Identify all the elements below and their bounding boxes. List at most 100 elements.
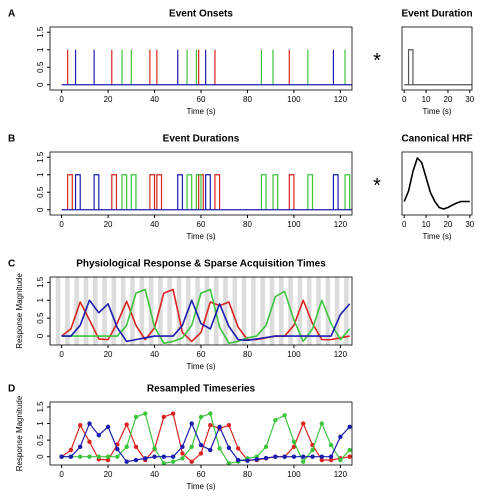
sample-point: [124, 459, 129, 464]
sample-point: [170, 459, 176, 464]
y-tick-label: 0.5: [36, 434, 45, 446]
x-tick-label: 100: [287, 220, 301, 229]
sample-point: [328, 454, 334, 459]
panel: Event Duration * Time (s) 0 10 20 30: [373, 9, 475, 116]
sample-point: [198, 414, 204, 420]
sample-point: [87, 454, 92, 459]
sample-point: [68, 447, 74, 453]
panel-letter: D: [8, 384, 15, 395]
x-tick-label: 20: [443, 220, 452, 229]
sample-point: [273, 454, 278, 459]
sample-point: [226, 461, 232, 465]
event-duration: [130, 174, 137, 210]
sample-point: [105, 457, 111, 463]
sample-point: [180, 456, 185, 461]
plot-frame: [401, 151, 473, 216]
panel: Physiological Response & Sparse Acquisit…: [8, 259, 353, 371]
x-tick-label: 60: [197, 470, 206, 479]
x-tick-label: 120: [334, 350, 348, 359]
sample-point: [208, 423, 213, 428]
plot-frame: [49, 276, 353, 346]
x-tick-label: 60: [197, 350, 206, 359]
sample-point: [78, 444, 83, 449]
x-tick-label: 40: [150, 95, 159, 104]
sample-point: [105, 424, 111, 430]
sample-point: [217, 446, 222, 451]
sample-point: [301, 454, 306, 459]
panel-title: Physiological Response & Sparse Acquisit…: [76, 259, 326, 270]
event-duration: [149, 174, 156, 210]
x-tick-label: 0: [59, 220, 64, 229]
sample-point: [78, 423, 83, 428]
x-tick-label: 0: [402, 220, 407, 229]
sample-point: [161, 461, 167, 465]
sample-point: [347, 447, 352, 453]
event-duration: [111, 174, 118, 210]
sample-point: [245, 458, 250, 463]
x-axis-label: Time (s): [422, 107, 451, 116]
sample-point: [226, 445, 232, 450]
y-tick-label: 0.5: [36, 312, 45, 324]
x-tick-label: 30: [465, 95, 474, 104]
sample-point: [235, 457, 241, 463]
y-tick-label: 0: [36, 333, 45, 338]
event-duration: [307, 174, 314, 210]
response-line: [61, 288, 351, 345]
y-axis-label: Response Magnitude: [15, 395, 24, 471]
sample-point: [291, 439, 297, 444]
sample-point: [198, 451, 204, 456]
x-tick-label: 20: [443, 95, 452, 104]
event-duration: [344, 174, 351, 210]
operator: *: [373, 50, 381, 72]
y-tick-label: 1.5: [36, 26, 45, 38]
x-tick-label: 120: [334, 470, 348, 479]
sample-point: [189, 421, 194, 426]
sample-point: [96, 432, 101, 438]
sample-point: [208, 411, 213, 416]
x-tick-label: 80: [243, 220, 252, 229]
y-tick-label: 0.5: [36, 61, 45, 73]
event-duration: [121, 174, 128, 210]
x-tick-label: 60: [197, 220, 206, 229]
sample-point: [87, 421, 92, 426]
x-axis-label: Time (s): [186, 482, 215, 491]
y-axis-label: Response Magnitude: [15, 273, 24, 349]
x-tick-label: 20: [104, 95, 113, 104]
event-duration: [195, 174, 202, 210]
panel-title: Event Duration: [401, 9, 472, 20]
x-tick-label: 30: [465, 220, 474, 229]
panel-title: Resampled Timeseries: [147, 384, 256, 395]
panel-title: Event Durations: [163, 134, 240, 145]
event-duration: [156, 174, 163, 210]
sample-point: [59, 454, 64, 459]
event-duration: [74, 174, 81, 210]
x-tick-label: 80: [243, 95, 252, 104]
event-duration: [186, 174, 193, 210]
sample-point: [328, 442, 334, 448]
sample-point: [301, 421, 306, 426]
panel-letter: B: [8, 134, 15, 145]
x-tick-label: 120: [334, 220, 348, 229]
plot-frame: [49, 26, 353, 91]
plot-area: [61, 49, 352, 86]
y-tick-label: 1.5: [36, 401, 45, 413]
x-tick-label: 40: [150, 470, 159, 479]
plot-area: [61, 174, 352, 211]
x-axis-label: Time (s): [186, 232, 215, 241]
plot-frame: [401, 26, 473, 91]
sample-point: [273, 418, 278, 423]
y-tick-label: 0: [36, 454, 45, 459]
sample-point: [124, 422, 129, 427]
x-tick-label: 0: [59, 350, 64, 359]
sample-point: [338, 457, 343, 463]
sample-point: [78, 454, 83, 459]
sample-point: [301, 459, 306, 464]
event-duration: [407, 49, 414, 85]
x-tick-label: 0: [59, 470, 64, 479]
x-tick-label: 40: [150, 350, 159, 359]
sample-point: [198, 442, 204, 448]
response-line: [403, 157, 470, 210]
x-tick-label: 60: [197, 95, 206, 104]
plot-area: [403, 157, 470, 210]
